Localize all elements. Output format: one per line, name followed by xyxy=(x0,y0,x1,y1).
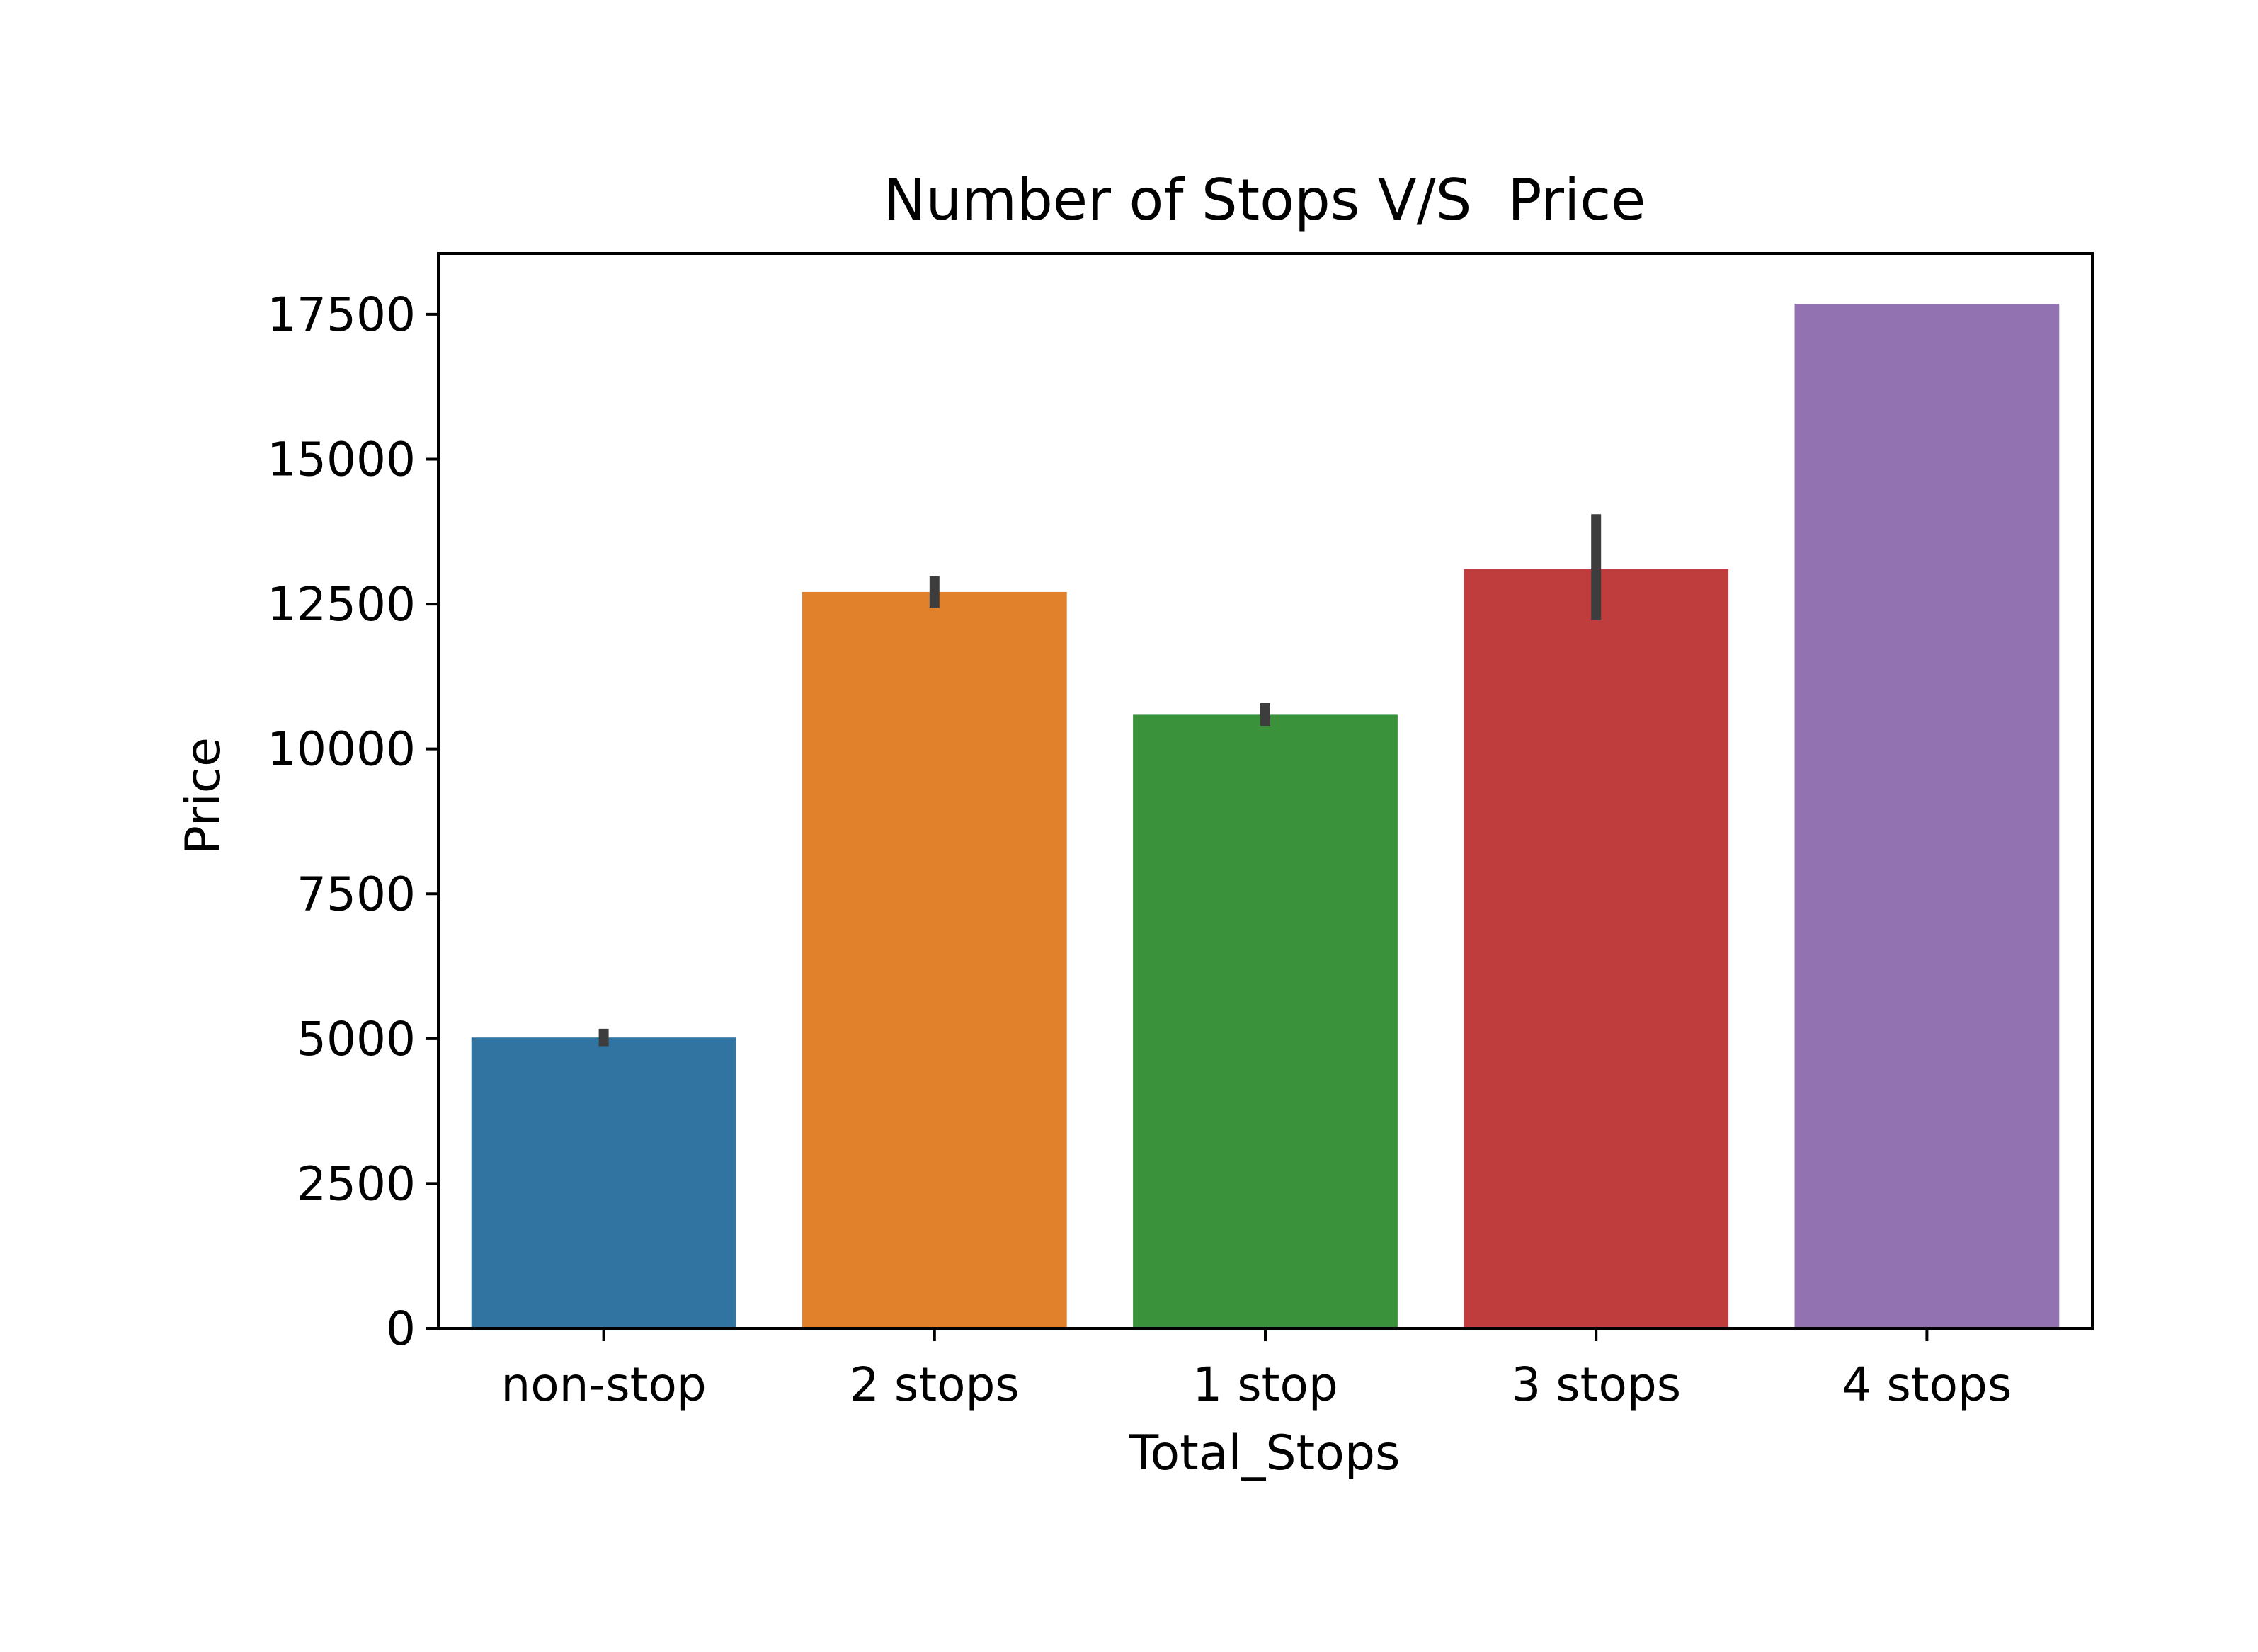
y-tick-label: 10000 xyxy=(267,722,416,777)
x-axis-label: Total_Stops xyxy=(1129,1425,1401,1481)
x-tick-label: 1 stop xyxy=(1192,1357,1338,1412)
bar-3-stops xyxy=(1464,569,1729,1328)
x-tick-label: 2 stops xyxy=(850,1357,1020,1412)
bar-2-stops xyxy=(802,591,1067,1328)
y-tick-label: 17500 xyxy=(267,287,416,342)
y-tick-label: 7500 xyxy=(297,867,416,921)
x-tick-label: non-stop xyxy=(501,1357,706,1412)
y-axis: 0 2500 5000 7500 10000 12500 15000 17500 xyxy=(267,287,438,1356)
x-axis: non-stop 2 stops 1 stop 3 stops 4 stops xyxy=(501,1328,2012,1412)
y-tick-label: 15000 xyxy=(267,433,416,487)
x-tick-label: 4 stops xyxy=(1842,1357,2012,1412)
error-bars-group xyxy=(598,514,1602,1047)
y-tick-label: 5000 xyxy=(297,1012,416,1066)
bar-non-stop xyxy=(471,1037,736,1328)
bar-1-stop xyxy=(1133,714,1398,1328)
chart-title: Number of Stops V/S Price xyxy=(884,167,1646,233)
y-tick-label: 12500 xyxy=(267,577,416,632)
y-axis-label: Price xyxy=(176,737,232,855)
bar-4-stops xyxy=(1794,304,2060,1329)
bars-group xyxy=(471,304,2060,1329)
y-tick-label: 2500 xyxy=(297,1156,416,1211)
x-tick-label: 3 stops xyxy=(1511,1357,1681,1412)
y-tick-label: 0 xyxy=(386,1301,416,1356)
plot-frame xyxy=(437,252,2094,1330)
